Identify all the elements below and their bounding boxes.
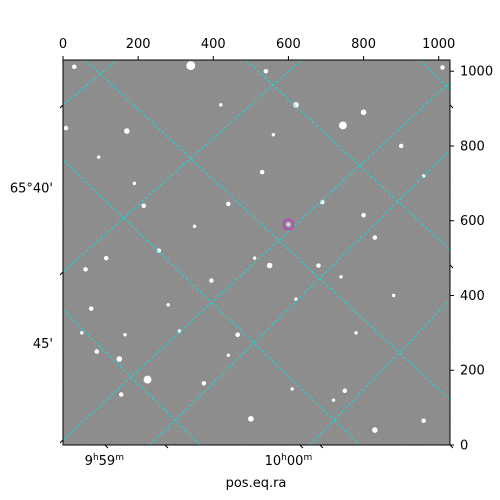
- grid-line: [63, 60, 302, 273]
- star-point: [263, 68, 269, 74]
- target-marker-core: [286, 222, 291, 227]
- image-panel: [62, 59, 451, 446]
- top-tick-label: 0: [59, 37, 67, 52]
- star-point: [124, 128, 130, 134]
- ra-tick-mark: [104, 444, 109, 449]
- star-point: [354, 331, 358, 335]
- star-point: [103, 255, 109, 261]
- grid-line: [63, 60, 118, 106]
- star-point: [80, 331, 84, 335]
- plot-frame: [62, 59, 451, 446]
- target-marker-ring: [282, 218, 295, 231]
- dec-tick-mark: [449, 264, 454, 269]
- star-point: [143, 375, 152, 384]
- star-point: [226, 353, 231, 357]
- star-point: [72, 64, 77, 69]
- top-tick-label: 1000: [422, 37, 455, 52]
- grid-line: [245, 60, 450, 251]
- left-dec-axis: 65°40' 45': [10, 104, 454, 449]
- star-point: [186, 61, 196, 71]
- grid-line: [63, 81, 450, 441]
- star-point: [360, 109, 367, 116]
- dec-tick-mark: [449, 444, 454, 449]
- right-tick-label: 600: [460, 214, 485, 229]
- dec-tick-label: 45': [33, 337, 53, 352]
- ra-tick-mark: [299, 444, 304, 449]
- star-point: [440, 65, 445, 70]
- dec-tick-mark: [59, 104, 64, 109]
- star-point: [290, 387, 294, 391]
- star-point: [166, 303, 170, 307]
- dec-tick-mark: [449, 104, 454, 109]
- right-tick-label: 400: [460, 289, 485, 304]
- star-point: [266, 262, 273, 269]
- star-field: [63, 61, 445, 433]
- star-point: [141, 203, 147, 209]
- right-tick-label: 200: [460, 364, 485, 379]
- star-point: [259, 169, 265, 175]
- dec-tick-mark: [59, 271, 64, 276]
- star-point: [96, 155, 101, 159]
- star-point: [63, 125, 69, 131]
- top-pixel-axis: 0 200 400 600 800 1000: [59, 37, 455, 60]
- right-pixel-axis: 0 200 400 600 800 1000: [450, 65, 493, 454]
- star-point: [116, 356, 123, 362]
- star-point: [331, 398, 336, 402]
- star-point: [132, 181, 137, 186]
- star-point: [201, 381, 207, 386]
- star-point: [361, 212, 366, 218]
- grid-line: [63, 159, 361, 445]
- grid-line: [309, 299, 450, 445]
- star-point: [339, 121, 347, 130]
- grid-line: [419, 60, 450, 91]
- star-point: [226, 201, 231, 207]
- coordinate-grid: [63, 60, 450, 445]
- image-noise-texture: [63, 60, 450, 445]
- star-point: [252, 256, 257, 260]
- ra-tick-label: 9h59m: [85, 453, 124, 469]
- dec-tick-label: 65°40': [10, 182, 53, 197]
- ra-tick-mark: [164, 444, 169, 449]
- dec-tick-mark: [59, 439, 64, 444]
- right-tick-label: 0: [460, 439, 468, 454]
- star-point: [421, 418, 426, 423]
- star-point: [372, 427, 378, 433]
- right-tick-label: 1000: [460, 65, 493, 80]
- star-point: [342, 388, 348, 394]
- grid-line: [63, 309, 201, 445]
- ra-tick-label: 10h00m: [265, 453, 313, 469]
- grid-line: [149, 149, 450, 445]
- star-point: [372, 235, 378, 240]
- star-point: [219, 103, 223, 107]
- star-point: [94, 349, 100, 354]
- star-point: [316, 263, 321, 268]
- star-point: [123, 333, 127, 337]
- star-point: [235, 332, 240, 337]
- top-tick-label: 400: [201, 37, 226, 52]
- star-point: [177, 329, 182, 333]
- star-point: [83, 267, 88, 272]
- star-point: [339, 275, 343, 279]
- star-point: [118, 392, 124, 397]
- star-point: [391, 293, 396, 298]
- star-point: [248, 416, 254, 422]
- top-tick-label: 800: [351, 37, 376, 52]
- star-point: [192, 224, 197, 229]
- top-tick-label: 600: [276, 37, 301, 52]
- ra-tick-mark: [319, 444, 324, 449]
- star-point: [398, 143, 404, 149]
- star-point: [88, 306, 94, 311]
- star-point: [156, 248, 162, 253]
- grid-line: [84, 60, 450, 401]
- star-point: [209, 278, 214, 283]
- star-point: [271, 133, 276, 137]
- top-tick-label: 200: [126, 37, 151, 52]
- x-axis-label: pos.eq.ra: [226, 476, 287, 491]
- bottom-ra-axis: 9h59m 10h00m: [85, 444, 324, 469]
- star-point: [293, 102, 299, 108]
- right-tick-label: 800: [460, 139, 485, 154]
- target-marker-layer: [282, 218, 295, 231]
